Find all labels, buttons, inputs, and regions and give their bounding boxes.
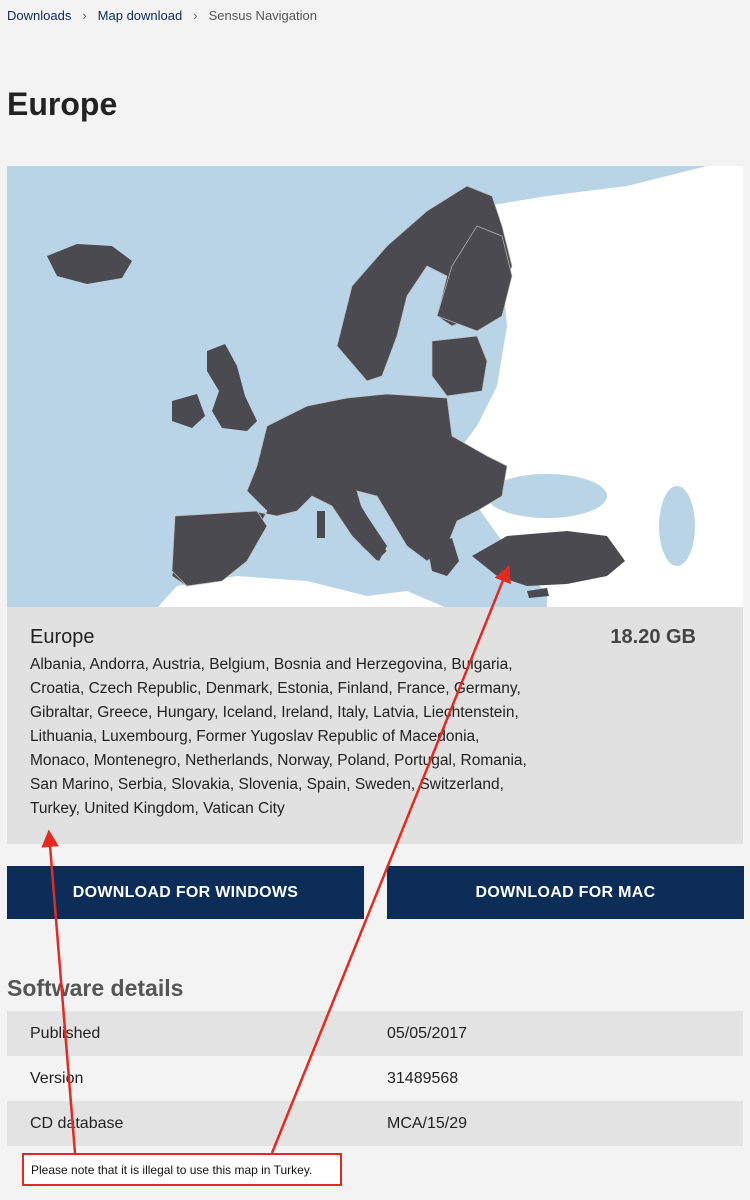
map-great-britain <box>207 344 257 431</box>
europe-map-svg <box>47 166 743 608</box>
map-greece <box>427 538 459 576</box>
country-list: Albania, Andorra, Austria, Belgium, Bosn… <box>30 653 550 821</box>
detail-value: MCA/15/29 <box>387 1114 468 1132</box>
europe-map-image <box>7 166 743 608</box>
table-row: Published 05/05/2017 <box>7 1011 743 1056</box>
breadcrumb-downloads-link[interactable]: Downloads <box>7 8 72 23</box>
breadcrumb-map-download-link[interactable]: Map download <box>97 8 183 23</box>
chevron-right-icon: › <box>193 8 198 23</box>
map-finland <box>436 225 513 332</box>
software-details-table: Published 05/05/2017 Version 31489568 CD… <box>7 1011 743 1146</box>
country-list-line: San Marino, Serbia, Slovakia, Slovenia, … <box>30 776 504 793</box>
chevron-right-icon: › <box>82 8 87 23</box>
country-list-line: Lithuania, Luxembourg, Former Yugoslav R… <box>30 728 480 745</box>
map-middle-east-white <box>547 561 743 608</box>
region-name: Europe <box>30 626 95 648</box>
detail-value: 05/05/2017 <box>387 1024 468 1042</box>
breadcrumb: Downloads › Map download › Sensus Naviga… <box>7 8 317 23</box>
detail-value: 31489568 <box>387 1069 459 1087</box>
annotation-note-box: Please note that it is illegal to use th… <box>22 1153 342 1186</box>
detail-label: Version <box>30 1069 84 1087</box>
download-mac-button[interactable]: DOWNLOAD FOR MAC <box>387 866 744 919</box>
map-package-card: Europe 18.20 GB Albania, Andorra, Austri… <box>7 607 743 844</box>
table-row: Version 31489568 <box>7 1056 743 1101</box>
detail-label: CD database <box>30 1114 124 1132</box>
map-italy <box>327 491 387 561</box>
detail-label: Published <box>30 1024 101 1042</box>
page-title: Europe <box>7 86 118 122</box>
table-row: CD database MCA/15/29 <box>7 1101 743 1146</box>
country-list-line: Croatia, Czech Republic, Denmark, Estoni… <box>30 680 521 697</box>
download-windows-button[interactable]: DOWNLOAD FOR WINDOWS <box>7 866 364 919</box>
download-size: 18.20 GB <box>610 626 696 648</box>
country-list-line: Monaco, Montenegro, Netherlands, Norway,… <box>30 752 527 769</box>
country-list-line: Albania, Andorra, Austria, Belgium, Bosn… <box>30 656 513 673</box>
country-list-line: Turkey, United Kingdom, Vatican City <box>30 800 285 817</box>
map-iberia <box>171 510 268 587</box>
breadcrumb-current: Sensus Navigation <box>208 8 317 23</box>
software-details-heading: Software details <box>7 975 184 1001</box>
map-ireland <box>172 394 205 428</box>
map-iceland <box>47 244 132 284</box>
map-baltics <box>431 335 488 397</box>
country-list-line: Gibraltar, Greece, Hungary, Iceland, Ire… <box>30 704 519 721</box>
